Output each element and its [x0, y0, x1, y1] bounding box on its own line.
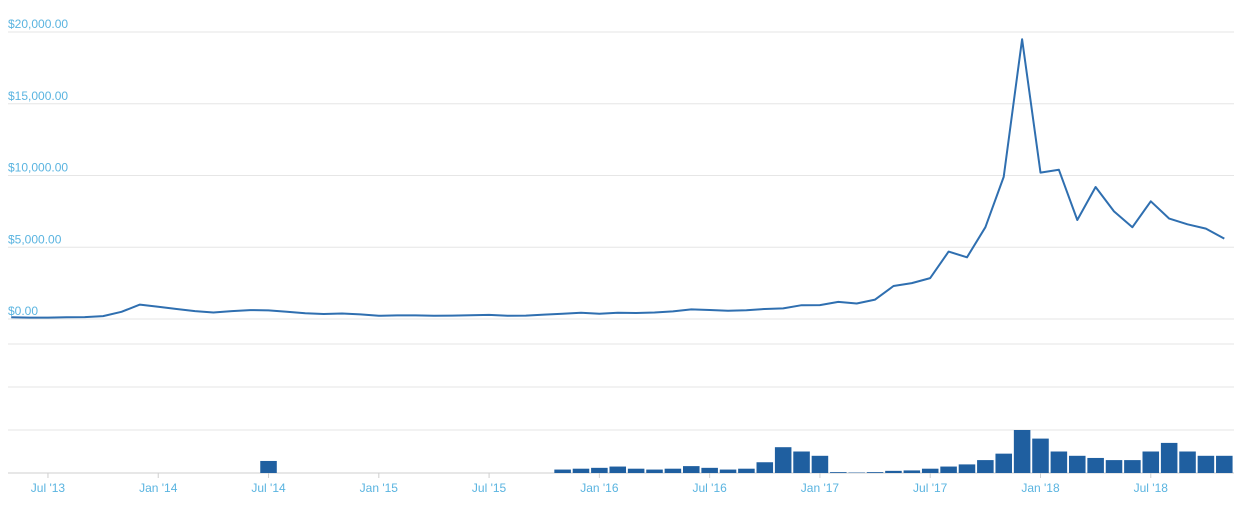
y-tick-label: $5,000.00	[8, 232, 62, 246]
volume-bar	[866, 472, 884, 473]
x-tick-label: Jan '18	[1021, 481, 1060, 495]
volume-bar	[756, 462, 774, 473]
volume-bar	[811, 455, 829, 473]
price-line	[11, 38, 1225, 319]
x-tick-label: Jul '14	[251, 481, 286, 495]
x-tick-label: Jul '16	[692, 481, 727, 495]
volume-bar	[958, 464, 976, 473]
x-tick-label: Jan '15	[360, 481, 399, 495]
volume-bar	[719, 469, 737, 473]
x-tick-label: Jan '14	[139, 481, 178, 495]
volume-bar	[572, 468, 590, 473]
volume-bar	[664, 468, 682, 473]
volume-bar	[591, 467, 608, 473]
x-tick-label: Jul '18	[1134, 481, 1169, 495]
volume-bar	[683, 466, 700, 473]
x-tick-label: Jan '17	[801, 481, 840, 495]
volume-bar	[260, 460, 277, 473]
y-tick-label: $0.00	[8, 304, 38, 318]
volume-bar	[1197, 455, 1215, 473]
volume-bar	[1087, 457, 1104, 473]
volume-bar	[921, 468, 939, 473]
y-tick-label: $10,000.00	[8, 161, 68, 175]
volume-bar	[554, 469, 571, 473]
volume-bar	[1032, 438, 1049, 473]
x-tick-label: Jul '17	[913, 481, 948, 495]
y-tick-label: $20,000.00	[8, 17, 68, 31]
volume-bar	[977, 460, 994, 473]
volume-bar	[940, 466, 957, 473]
volume-bar	[830, 472, 847, 473]
x-tick-label: Jan '16	[580, 481, 619, 495]
volume-bar	[793, 451, 810, 473]
volume-bar	[738, 468, 755, 473]
volume-bar	[1124, 460, 1141, 473]
volume-bar	[1068, 455, 1086, 473]
volume-bar	[995, 453, 1013, 473]
volume-bar	[646, 469, 663, 473]
y-tick-label: $15,000.00	[8, 89, 68, 103]
volume-bar	[774, 447, 792, 473]
volume-bar	[1179, 451, 1196, 473]
x-tick-label: Jul '13	[31, 481, 66, 495]
volume-bar	[885, 470, 902, 473]
volume-bar	[903, 470, 921, 473]
volume-bar	[1142, 451, 1160, 473]
volume-bar	[1013, 430, 1031, 473]
volume-bar	[627, 468, 645, 473]
volume-bar	[609, 466, 627, 473]
volume-bar	[1216, 455, 1233, 473]
x-tick-label: Jul '15	[472, 481, 507, 495]
volume-bar	[1160, 442, 1178, 473]
volume-bar	[1050, 451, 1068, 473]
volume-bar	[701, 467, 718, 473]
volume-grid	[8, 343, 1234, 474]
volume-bar	[1105, 460, 1123, 473]
